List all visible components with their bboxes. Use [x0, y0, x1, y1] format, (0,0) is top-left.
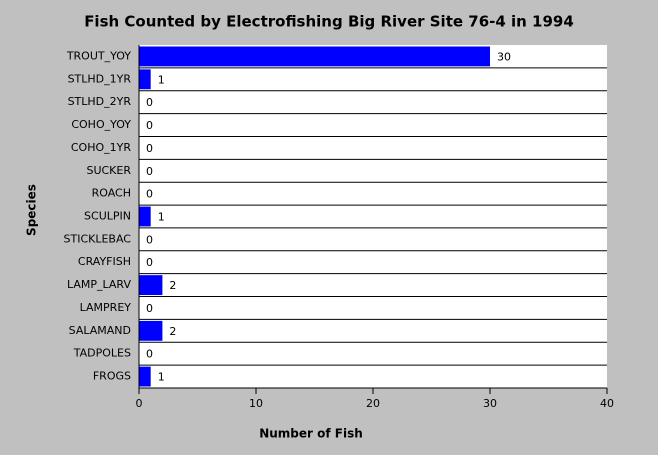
y-tick-label: SUCKER: [86, 164, 131, 177]
value-label: 0: [146, 256, 153, 269]
x-tick-label: 10: [249, 397, 263, 410]
y-tick-label: SCULPIN: [84, 210, 131, 223]
bar: [139, 320, 163, 341]
y-tick-label: TROUT_YOY: [66, 49, 131, 62]
x-tick-label: 0: [136, 397, 143, 410]
y-axis-label: Species: [25, 184, 39, 236]
value-label: 1: [158, 73, 165, 86]
value-label: 0: [146, 96, 153, 109]
y-tick-label: STICKLEBAC: [64, 232, 132, 245]
value-label: 30: [497, 50, 511, 63]
value-label: 1: [158, 211, 165, 224]
value-label: 0: [146, 348, 153, 361]
value-label: 1: [158, 371, 165, 384]
value-label: 0: [146, 233, 153, 246]
y-tick-label: ROACH: [92, 187, 131, 200]
bar: [139, 366, 151, 387]
y-tick-label: CRAYFISH: [78, 255, 131, 268]
value-label: 0: [146, 142, 153, 155]
value-label: 2: [169, 279, 176, 292]
x-tick-label: 40: [600, 397, 614, 410]
x-tick-label: 30: [483, 397, 497, 410]
value-label: 0: [146, 302, 153, 315]
y-tick-label: STLHD_2YR: [68, 95, 132, 108]
plot-area: [139, 45, 607, 388]
x-tick-label: 20: [366, 397, 380, 410]
value-label: 0: [146, 119, 153, 132]
chart-title: Fish Counted by Electrofishing Big River…: [84, 13, 574, 31]
value-label: 2: [169, 325, 176, 338]
bar: [139, 69, 151, 90]
y-tick-label: FROGS: [93, 370, 131, 383]
value-label: 0: [146, 165, 153, 178]
bar: [139, 275, 163, 296]
y-tick-label: LAMPREY: [80, 301, 132, 314]
bar: [139, 206, 151, 227]
bar: [139, 46, 490, 67]
y-tick-label: TADPOLES: [73, 347, 131, 360]
y-tick-label: STLHD_1YR: [68, 72, 132, 85]
y-tick-label: SALAMAND: [69, 324, 131, 337]
value-label: 0: [146, 188, 153, 201]
y-tick-label: COHO_YOY: [71, 118, 131, 131]
y-tick-label: COHO_1YR: [71, 141, 131, 154]
y-tick-label: LAMP_LARV: [67, 278, 131, 291]
x-axis-label: Number of Fish: [259, 427, 363, 441]
